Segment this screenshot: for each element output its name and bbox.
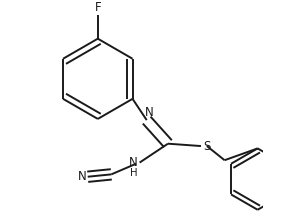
Text: H: H xyxy=(130,168,137,178)
Text: F: F xyxy=(95,1,101,14)
Text: N: N xyxy=(145,106,153,119)
Text: N: N xyxy=(78,170,86,183)
Text: N: N xyxy=(128,156,137,169)
Text: S: S xyxy=(203,140,211,153)
